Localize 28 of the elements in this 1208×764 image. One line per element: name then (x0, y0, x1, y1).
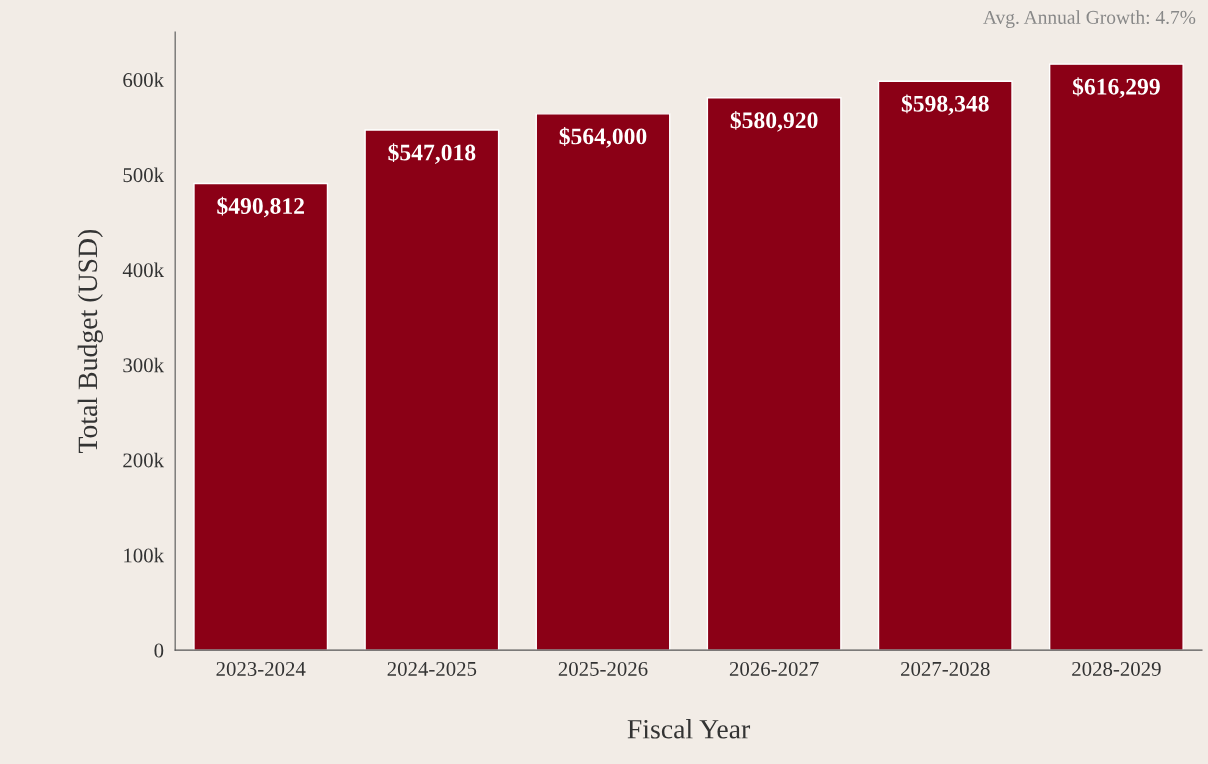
text: Avg. Annual Growth: 4.7% (983, 10, 1196, 28)
x-axis-title: Fiscal Year (627, 719, 751, 739)
y-tick-label: 200k (123, 452, 165, 468)
y-tick-label: 500k (123, 167, 165, 183)
y-tick-label: 0 (154, 643, 164, 658)
x-tick-label: 2024-2025 (387, 661, 477, 676)
data-label: $547,018 (388, 143, 476, 164)
bar (535, 113, 671, 651)
y-tick-label: 100k (124, 547, 165, 563)
y-tick-label: 400k (122, 262, 165, 278)
data-label: $564,000 (559, 127, 647, 148)
x-tick-label: 2027-2028 (901, 661, 990, 676)
bar (193, 182, 329, 651)
bar (364, 129, 500, 651)
data-label: $580,920 (730, 110, 818, 132)
bar (706, 97, 842, 651)
x-tick-label: 2025-2026 (558, 661, 648, 676)
data-label: $598,348 (901, 94, 989, 116)
x-tick-label: 2028-2029 (1072, 661, 1161, 676)
x-tick-label: 2023-2024 (216, 661, 306, 676)
bar (1048, 63, 1184, 651)
y-tick-label: 600k (123, 72, 165, 88)
y-tick-label: 300k (123, 357, 165, 373)
x-tick-label: 2026-2027 (729, 661, 819, 676)
data-label: $616,299 (1072, 77, 1160, 99)
data-label: $490,812 (217, 196, 304, 218)
y-axis-title: Total Budget (USD) (77, 229, 103, 454)
bar (877, 80, 1013, 651)
